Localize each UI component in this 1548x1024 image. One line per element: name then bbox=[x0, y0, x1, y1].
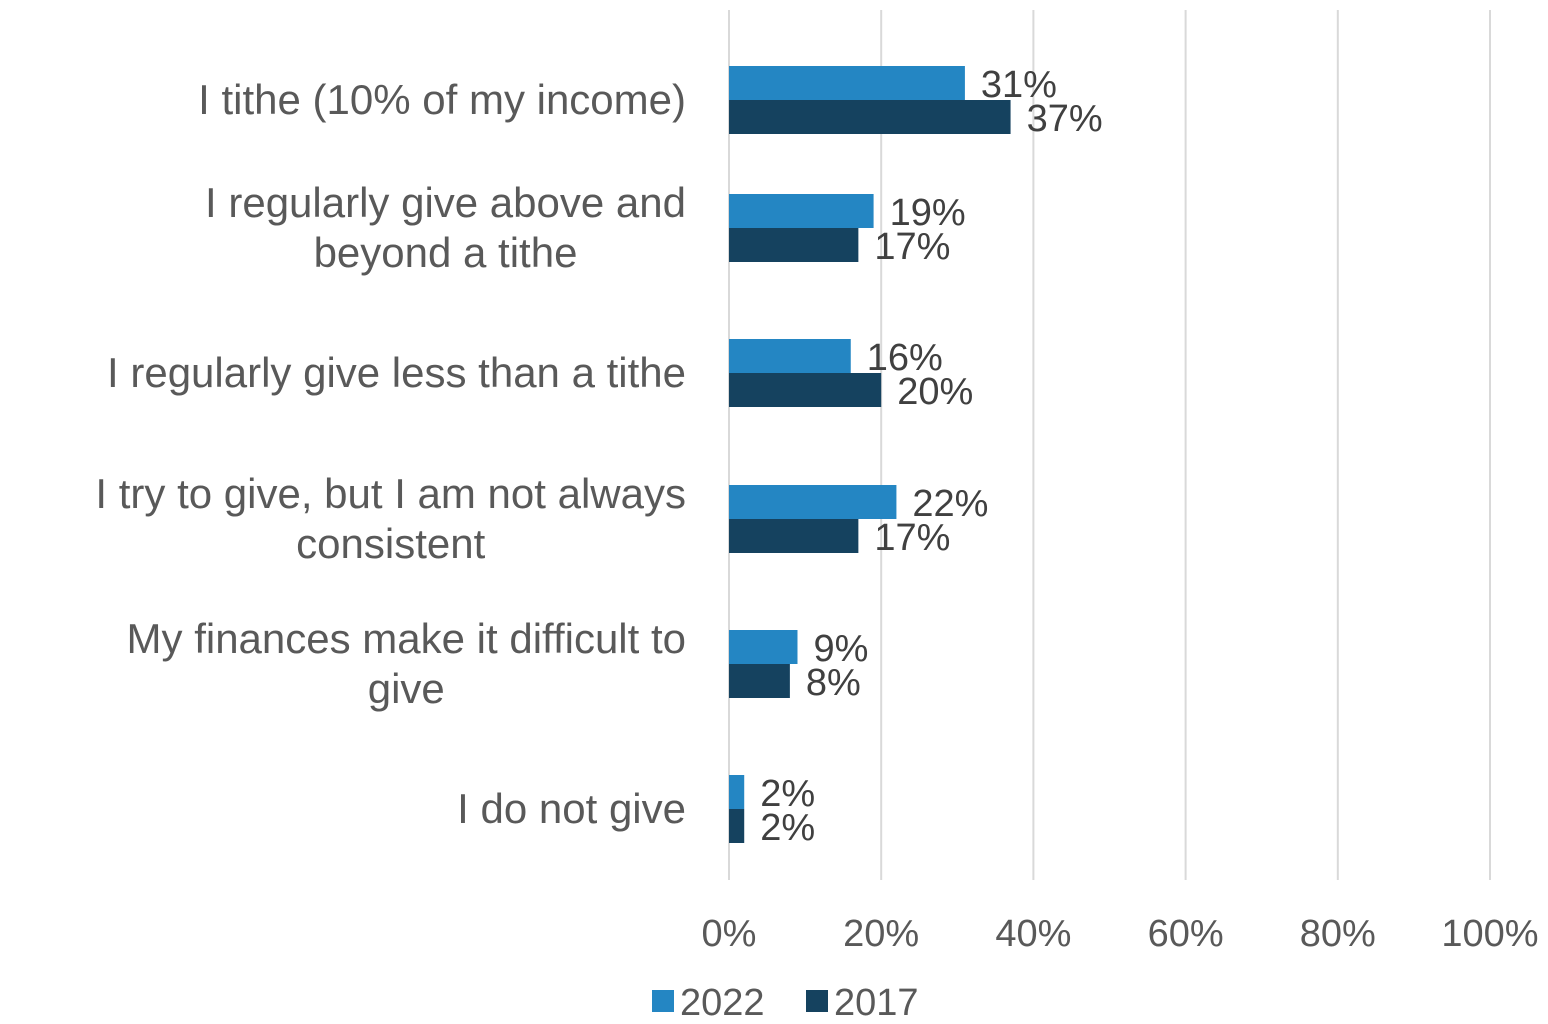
bar-2022-2 bbox=[729, 339, 851, 373]
bar-2017-3 bbox=[729, 519, 859, 553]
bar-2017-0 bbox=[729, 100, 1011, 134]
x-tick-label-80pct: 80% bbox=[1300, 913, 1376, 955]
legend-swatch-2017 bbox=[806, 990, 828, 1012]
bar-2022-5 bbox=[729, 775, 745, 809]
bar-2022-4 bbox=[729, 630, 798, 664]
data-label-2017-0: 37% bbox=[1027, 98, 1103, 140]
data-label-2017-2: 20% bbox=[897, 371, 973, 413]
bar-2017-1 bbox=[729, 228, 859, 262]
legend: 2022 2017 bbox=[652, 982, 919, 1024]
bar-2022-3 bbox=[729, 485, 897, 519]
category-label-2-line-0: I regularly give less than a tithe bbox=[107, 349, 686, 396]
category-label-0-line-0: I tithe (10% of my income) bbox=[198, 76, 686, 123]
category-label-1-line-0: I regularly give above and bbox=[205, 179, 686, 226]
category-labels: I tithe (10% of my income) I regularly gi… bbox=[95, 76, 686, 832]
data-label-2017-3: 17% bbox=[874, 517, 950, 559]
legend-label-2017: 2017 bbox=[834, 982, 919, 1024]
category-label-4-line-1: give bbox=[368, 665, 445, 712]
legend-label-2022: 2022 bbox=[680, 982, 765, 1024]
category-label-1-line-1: beyond a tithe bbox=[314, 229, 578, 276]
bar-2022-0 bbox=[729, 66, 965, 100]
data-label-2017-5: 2% bbox=[760, 807, 815, 849]
data-label-2022-5: 2% bbox=[760, 773, 815, 815]
data-label-2022-0: 31% bbox=[981, 64, 1057, 106]
data-labels: 31% 19% 16% 22% 9% 2% 37% 17% 20% 17% 8% 2% bbox=[760, 64, 1102, 849]
x-tick-label-100pct: 100% bbox=[1441, 913, 1538, 955]
category-label-4-line-0: My finances make it difficult to bbox=[127, 615, 686, 662]
data-label-2022-4: 9% bbox=[813, 628, 868, 670]
bar-2022-1 bbox=[729, 194, 874, 228]
data-label-2022-1: 19% bbox=[890, 192, 966, 234]
x-tick-label-60pct: 60% bbox=[1148, 913, 1224, 955]
bar-2017-4 bbox=[729, 664, 790, 698]
bar-2017-5 bbox=[729, 809, 745, 843]
category-label-3-line-0: I try to give, but I am not always bbox=[95, 470, 686, 517]
data-label-2022-2: 16% bbox=[867, 337, 943, 379]
bar-2017-2 bbox=[729, 373, 882, 407]
data-label-2017-1: 17% bbox=[874, 226, 950, 268]
x-tick-label-0pct: 0% bbox=[702, 913, 757, 955]
category-label-5-line-0: I do not give bbox=[457, 785, 686, 832]
x-tick-labels: 0% 20% 40% 60% 80% 100% bbox=[702, 913, 1539, 955]
data-label-2017-4: 8% bbox=[806, 662, 861, 704]
legend-swatch-2022 bbox=[652, 990, 674, 1012]
bars bbox=[729, 66, 1011, 843]
category-label-3-line-1: consistent bbox=[296, 520, 485, 567]
x-tick-label-20pct: 20% bbox=[843, 913, 919, 955]
x-tick-label-40pct: 40% bbox=[995, 913, 1071, 955]
gridlines bbox=[728, 10, 1491, 880]
data-label-2022-3: 22% bbox=[912, 483, 988, 525]
